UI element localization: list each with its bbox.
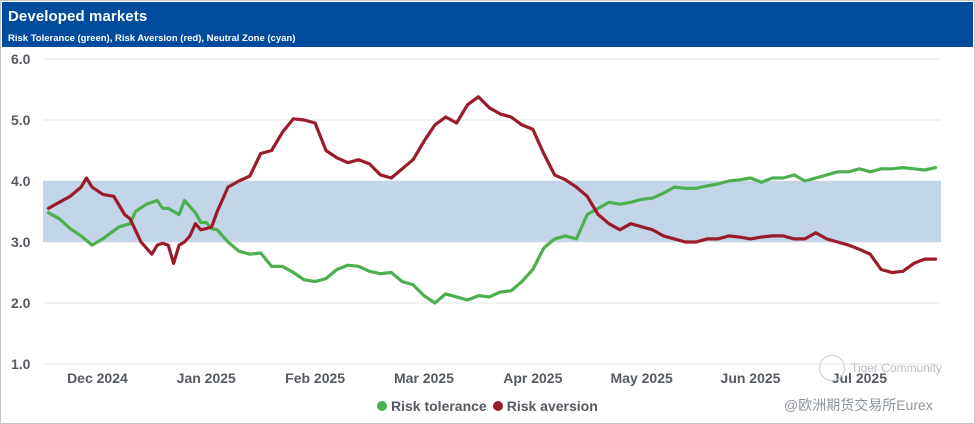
y-tick-label: 6.0 xyxy=(11,51,31,67)
chart-title: Developed markets xyxy=(8,8,148,25)
y-axis: 1.0 2.0 3.0 4.0 5.0 6.0 xyxy=(11,51,31,372)
x-tick-label: Feb 2025 xyxy=(285,370,345,386)
x-tick-label: Mar 2025 xyxy=(394,370,454,386)
y-tick-label: 4.0 xyxy=(11,173,31,189)
series-lines xyxy=(46,95,938,305)
x-tick-label: Jul 2025 xyxy=(832,370,887,386)
x-tick-label: Dec 2024 xyxy=(67,370,128,386)
legend-label: Risk tolerance xyxy=(391,398,487,414)
legend-label: Risk aversion xyxy=(506,398,598,414)
legend-dot-red xyxy=(492,401,503,411)
y-tick-label: 1.0 xyxy=(11,356,31,372)
series-line-risk-tolerance xyxy=(46,166,938,305)
neutral-zone-band xyxy=(43,181,941,242)
source-watermark: @欧洲期货交易所Eurex xyxy=(784,397,933,413)
chart-subtitle: Risk Tolerance (green), Risk Aversion (r… xyxy=(8,33,296,44)
series-line-risk-aversion xyxy=(46,95,938,275)
y-tick-label: 2.0 xyxy=(11,295,31,311)
legend-dot-green xyxy=(377,401,387,411)
x-tick-label: Apr 2025 xyxy=(503,370,562,386)
y-tick-label: 3.0 xyxy=(11,234,31,250)
x-axis: Dec 2024 Jan 2025 Feb 2025 Mar 2025 Apr 2025… xyxy=(67,370,887,386)
watermark-text: Tiger Community xyxy=(851,361,942,375)
community-watermark: Tiger Community xyxy=(819,355,942,381)
y-tick-label: 5.0 xyxy=(11,112,31,128)
legend-item-risk-tolerance[interactable]: Risk tolerance xyxy=(377,398,487,414)
x-tick-label: Jun 2025 xyxy=(721,370,781,386)
chart-header: Developed markets Risk Tolerance (green)… xyxy=(2,2,973,47)
legend-item-risk-aversion[interactable]: Risk aversion xyxy=(492,398,598,414)
x-tick-label: May 2025 xyxy=(611,370,673,386)
tiger-logo-icon xyxy=(819,355,845,381)
chart-legend: Risk tolerance Risk aversion xyxy=(377,398,604,414)
x-tick-label: Jan 2025 xyxy=(177,370,236,386)
